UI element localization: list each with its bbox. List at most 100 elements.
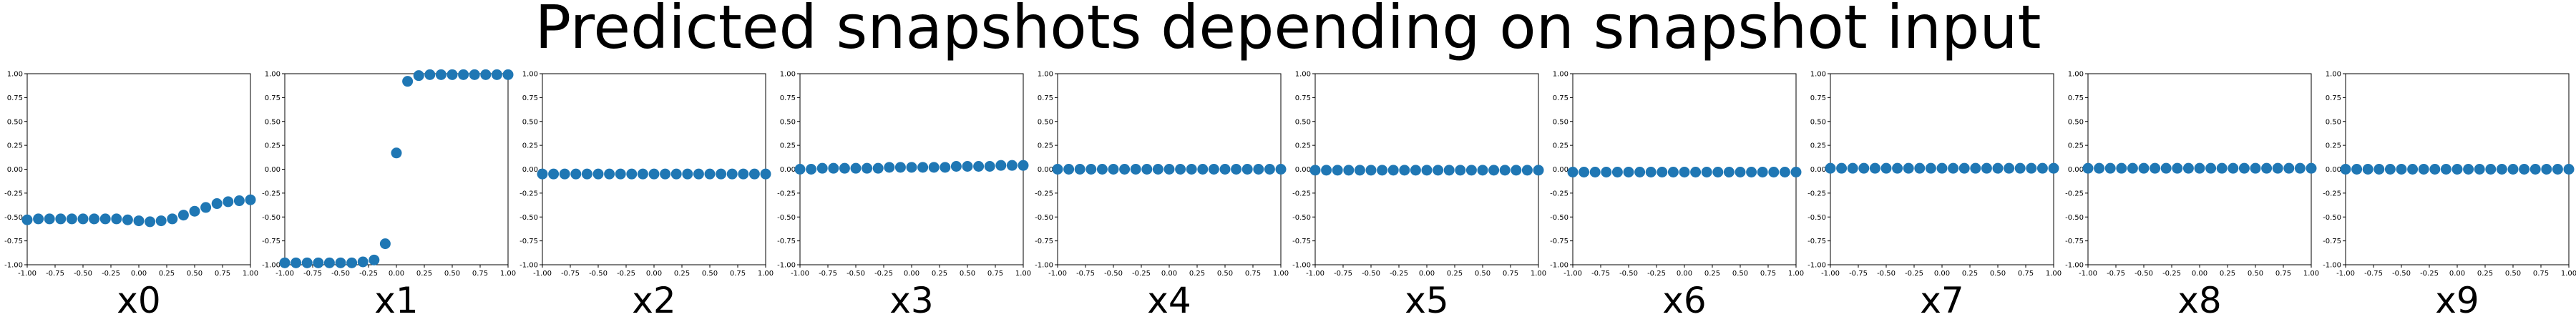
data-point: [223, 196, 234, 208]
data-point: [984, 160, 995, 172]
x-tick-label: -1.00: [18, 270, 36, 278]
data-point: [279, 257, 291, 268]
data-point: [391, 147, 402, 159]
data-point: [2116, 162, 2127, 174]
data-point: [604, 168, 615, 180]
data-point: [1163, 164, 1175, 175]
data-point: [44, 213, 55, 225]
subplot-x1: -1.00 -0.75 -0.50 -0.25 0.00 0.25 0.50 0.75 1.00…: [262, 69, 516, 321]
data-point: [1869, 162, 1880, 174]
data-point: [1521, 165, 1533, 176]
x-axis-label: x8: [2177, 280, 2221, 321]
y-tick-label: 0.75: [522, 94, 538, 102]
data-point: [2563, 164, 2575, 175]
data-point: [1264, 164, 1275, 175]
y-tick-label: 0.00: [522, 166, 538, 174]
y-tick-label: 0.00: [780, 166, 796, 174]
y-tick-label: 0.25: [1038, 142, 1053, 150]
data-point: [1063, 164, 1075, 175]
y-tick-label: -0.25: [519, 190, 538, 197]
x-tick-label: 0.00: [904, 270, 919, 278]
y-tick-label: -0.75: [1035, 238, 1053, 245]
y-tick-label: 0.50: [7, 118, 23, 126]
x-axis-label: x4: [1147, 280, 1191, 321]
data-point: [291, 257, 302, 268]
data-point: [155, 215, 167, 227]
x-tick-label: 1.00: [2303, 270, 2319, 278]
data-point: [1219, 164, 1231, 175]
data-point: [884, 162, 895, 173]
data-point: [570, 168, 582, 180]
y-tick-label: 0.50: [1038, 118, 1053, 126]
data-point: [2250, 162, 2261, 174]
x-tick-label: -0.50: [1104, 270, 1123, 278]
data-point: [1321, 165, 1332, 176]
y-tick-label: 0.00: [2068, 166, 2084, 174]
data-point: [2261, 162, 2273, 174]
x-tick-label: -1.00: [1821, 270, 1840, 278]
y-tick-label: 0.00: [2326, 166, 2341, 174]
x-tick-label: 0.25: [2220, 270, 2235, 278]
data-point: [1690, 167, 1702, 178]
data-point: [1623, 167, 1634, 178]
data-point: [1231, 164, 1242, 175]
data-point: [615, 168, 626, 180]
x-tick-label: 0.25: [416, 270, 432, 278]
data-point: [435, 69, 447, 80]
x-tick-label: -1.00: [2079, 270, 2097, 278]
data-point: [2429, 164, 2441, 175]
data-point: [21, 214, 33, 225]
data-point: [1634, 167, 1646, 178]
data-point: [2014, 162, 2026, 174]
data-point: [1645, 167, 1657, 178]
x-tick-label: 0.50: [702, 270, 718, 278]
y-tick-label: 0.75: [2068, 94, 2084, 102]
axes-frame: [26, 73, 251, 265]
y-tick-label: -0.50: [1035, 214, 1053, 222]
x-tick-label: 0.75: [2275, 270, 2291, 278]
data-point: [402, 76, 414, 87]
x-tick-label: -1.00: [275, 270, 294, 278]
data-point: [2351, 164, 2363, 175]
y-tick-label: -0.75: [1550, 238, 1568, 245]
x-tick-label: -1.00: [533, 270, 552, 278]
data-point: [1433, 165, 1444, 176]
x-tick-label: 0.75: [1503, 270, 1518, 278]
data-point: [2205, 162, 2217, 174]
data-point: [1533, 165, 1544, 176]
y-tick-label: -0.25: [1035, 190, 1053, 197]
y-tick-label: -0.75: [1807, 238, 1826, 245]
axes-frame: [284, 73, 509, 265]
data-point: [962, 160, 973, 172]
data-point: [928, 162, 940, 173]
data-point: [167, 213, 178, 225]
y-tick-label: 0.25: [1553, 142, 1568, 150]
x-axis-label: x6: [1662, 280, 1706, 321]
data-point: [33, 213, 44, 225]
data-point: [1847, 162, 1858, 174]
data-point: [1611, 167, 1623, 178]
data-point: [2216, 162, 2228, 174]
x-tick-label: -0.50: [1877, 270, 1896, 278]
data-point: [1465, 165, 1477, 176]
data-point: [2026, 162, 2037, 174]
data-point: [559, 168, 570, 180]
x-tick-label: 1.00: [1531, 270, 1546, 278]
y-tick-label: 0.25: [2326, 142, 2341, 150]
x-tick-label: -0.25: [1390, 270, 1408, 278]
x-tick-label: -0.50: [1362, 270, 1380, 278]
data-point: [1130, 164, 1141, 175]
data-point: [1679, 167, 1690, 178]
data-point: [1892, 162, 1903, 174]
data-point: [1779, 167, 1790, 178]
data-point: [1241, 164, 1253, 175]
data-point: [1499, 165, 1511, 176]
data-point: [626, 168, 638, 180]
y-tick-label: -1.00: [1035, 262, 1053, 270]
data-point: [581, 168, 592, 180]
data-point: [1108, 164, 1119, 175]
data-point: [1511, 165, 1522, 176]
x-tick-label: -1.00: [1563, 270, 1582, 278]
data-point: [1790, 167, 1802, 178]
data-point: [357, 256, 369, 268]
